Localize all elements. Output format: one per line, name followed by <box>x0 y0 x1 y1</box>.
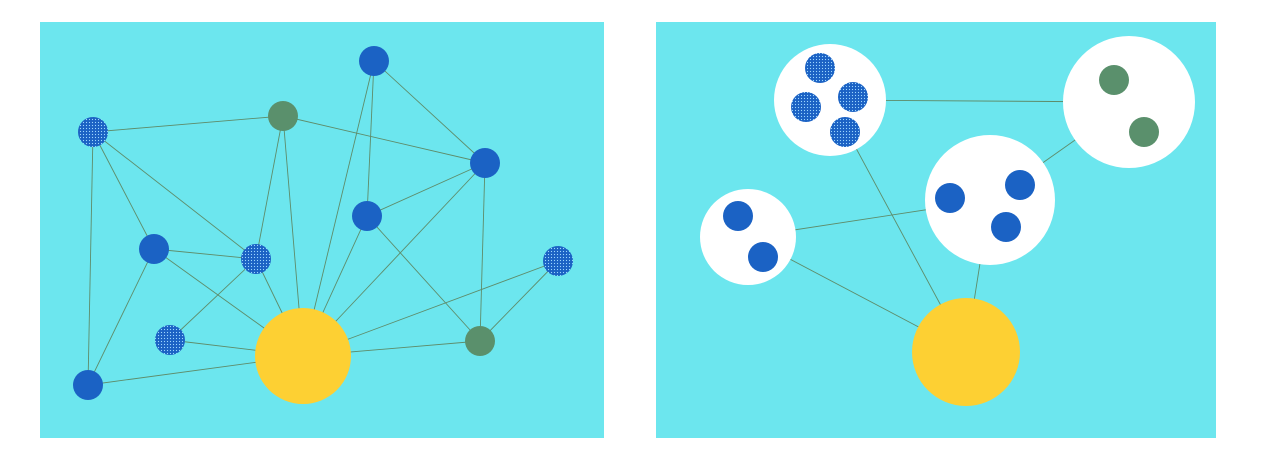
node-n3 <box>359 46 389 76</box>
cluster-c3-node-3 <box>991 212 1021 242</box>
edge-n9-n10 <box>479 260 559 342</box>
cluster-c4 <box>700 189 796 285</box>
edge-n7-n8 <box>169 258 257 341</box>
edge-n4-n6 <box>366 162 486 217</box>
node-n8 <box>155 325 185 355</box>
edge-n1-n5 <box>92 131 155 250</box>
cluster-c2-node-2 <box>1129 117 1159 147</box>
edge-n4-n10 <box>479 162 486 342</box>
cluster-c4-node-1 <box>723 201 753 231</box>
node-n11 <box>73 370 103 400</box>
cluster-c2-node-1 <box>1099 65 1129 95</box>
edge-n5-n7 <box>153 248 257 260</box>
edge-n2-n4 <box>282 115 486 164</box>
cluster-c1-node-1 <box>805 53 835 83</box>
right-clustered-diagram <box>656 22 1216 438</box>
cluster-c1-node-3 <box>838 82 868 112</box>
node-n9 <box>543 246 573 276</box>
node-n2 <box>268 101 298 131</box>
cluster-c4-node-2 <box>748 242 778 272</box>
edge-n3-n6 <box>366 60 375 217</box>
node-n1 <box>78 117 108 147</box>
edge-n3-n4 <box>373 60 486 164</box>
edge-n2-n7 <box>255 115 284 260</box>
edge-n1-n7 <box>92 131 257 260</box>
edge-n6-n10 <box>366 215 481 342</box>
edge-n3-hub <box>302 60 375 357</box>
left-network-svg <box>40 22 604 438</box>
left-nodes <box>73 46 573 404</box>
cluster-c1-node-4 <box>830 117 860 147</box>
cluster-c3 <box>925 135 1055 265</box>
cluster-c3-node-2 <box>1005 170 1035 200</box>
edge-n1-n11 <box>87 131 94 386</box>
node-n5 <box>139 234 169 264</box>
node-n7 <box>241 244 271 274</box>
right-clusters <box>700 36 1195 406</box>
hub-node <box>912 298 1020 406</box>
edge-n1-n2 <box>92 115 284 133</box>
left-network-diagram <box>40 22 604 438</box>
edge-n5-n11 <box>87 248 155 386</box>
cluster-c3-node-1 <box>935 183 965 213</box>
cluster-c2 <box>1063 36 1195 168</box>
right-network-svg <box>656 22 1216 438</box>
node-n6 <box>352 201 382 231</box>
hub-node <box>255 308 351 404</box>
node-n4 <box>470 148 500 178</box>
cluster-c1-node-2 <box>791 92 821 122</box>
node-n10 <box>465 326 495 356</box>
